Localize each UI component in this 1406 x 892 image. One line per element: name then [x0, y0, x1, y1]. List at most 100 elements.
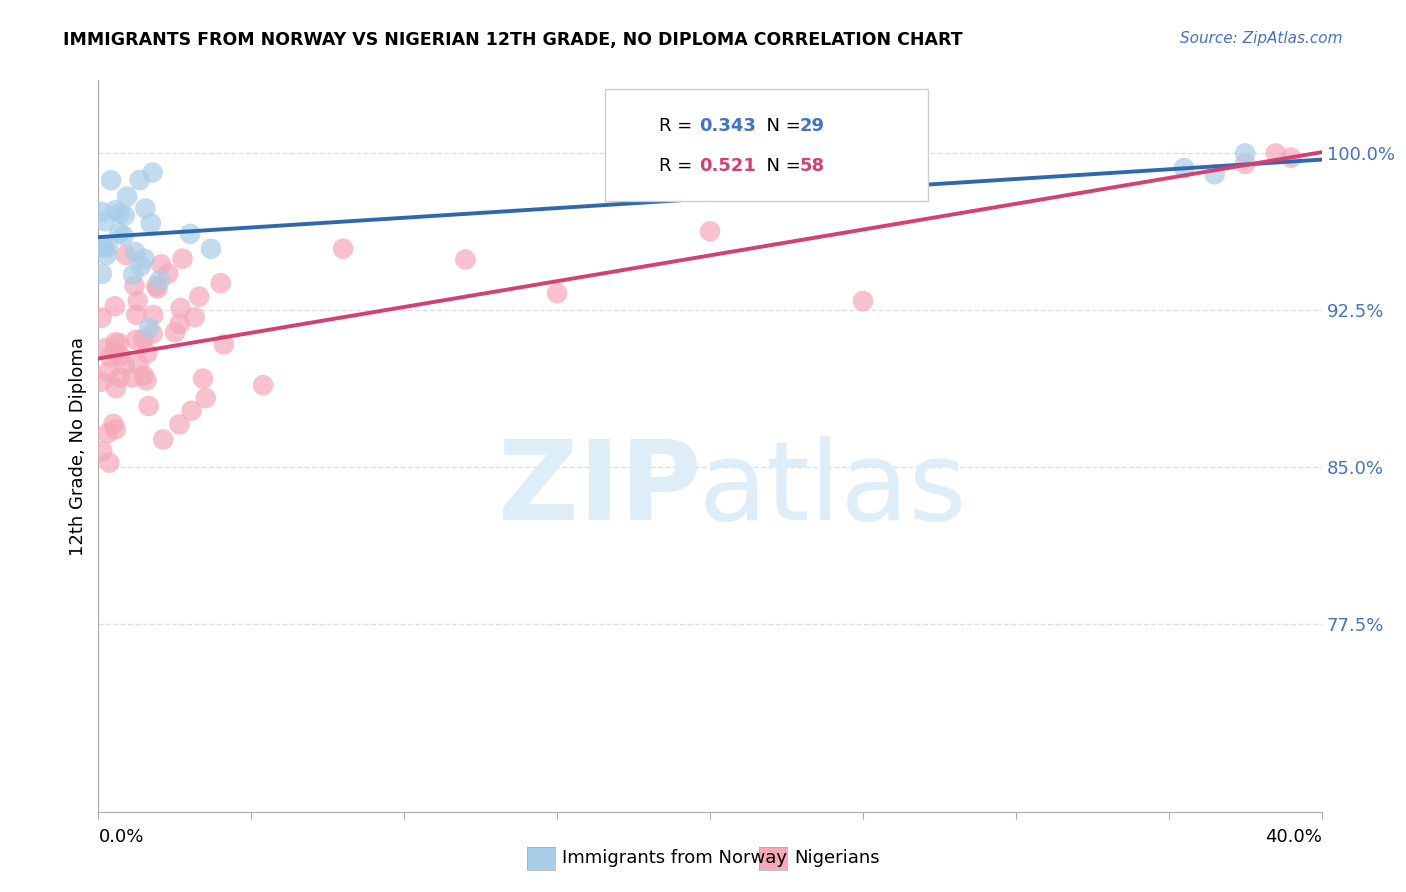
Point	[142, 326, 165, 341]
Text: 0.343: 0.343	[699, 117, 755, 135]
Point	[152, 433, 174, 447]
Point	[194, 391, 217, 405]
Text: R =: R =	[659, 117, 699, 135]
Point	[108, 335, 131, 350]
Y-axis label: 12th Grade, No Diploma: 12th Grade, No Diploma	[69, 336, 87, 556]
Point	[180, 403, 202, 417]
Point	[90, 375, 112, 389]
Point	[112, 228, 135, 243]
Point	[332, 242, 354, 256]
Point	[98, 350, 121, 364]
Point	[146, 281, 169, 295]
Point	[546, 286, 568, 301]
Point	[90, 267, 112, 281]
Text: 29: 29	[800, 117, 825, 135]
Point	[97, 365, 120, 379]
Point	[142, 308, 165, 322]
Point	[169, 301, 191, 315]
Point	[157, 267, 180, 281]
Point	[128, 173, 150, 187]
Point	[183, 310, 205, 325]
Point	[97, 240, 120, 254]
Point	[209, 276, 232, 290]
Text: 40.0%: 40.0%	[1265, 829, 1322, 847]
Text: 0.0%: 0.0%	[98, 829, 143, 847]
Point	[104, 381, 127, 395]
Point	[121, 370, 143, 384]
Point	[90, 205, 112, 219]
Point	[124, 245, 146, 260]
Point	[96, 248, 118, 262]
Point	[94, 342, 117, 356]
Point	[108, 206, 131, 220]
Text: 58: 58	[800, 157, 825, 175]
Point	[128, 357, 150, 371]
Point	[163, 326, 186, 340]
Point	[104, 299, 127, 313]
Point	[98, 456, 121, 470]
Text: N =: N =	[755, 157, 807, 175]
Point	[150, 257, 173, 271]
Point	[114, 358, 136, 372]
Point	[1279, 151, 1302, 165]
Point	[97, 425, 120, 440]
Point	[104, 335, 127, 350]
Point	[1204, 167, 1226, 181]
Point	[454, 252, 477, 267]
Text: Immigrants from Norway: Immigrants from Norway	[562, 849, 787, 867]
Point	[699, 224, 721, 238]
Point	[142, 165, 165, 179]
Point	[200, 242, 222, 256]
Point	[124, 278, 146, 293]
Point	[114, 209, 136, 223]
Point	[138, 321, 160, 335]
Point	[136, 346, 159, 360]
Point	[108, 370, 131, 384]
Point	[1234, 146, 1257, 161]
Point	[132, 332, 155, 346]
Point	[132, 368, 155, 383]
Point	[115, 189, 138, 203]
Point	[129, 259, 152, 273]
Point	[125, 308, 148, 322]
Text: N =: N =	[755, 117, 807, 135]
Point	[91, 444, 114, 458]
Point	[103, 417, 125, 431]
Point	[135, 373, 157, 387]
Text: ZIP: ZIP	[498, 436, 702, 543]
Point	[169, 317, 191, 331]
Text: IMMIGRANTS FROM NORWAY VS NIGERIAN 12TH GRADE, NO DIPLOMA CORRELATION CHART: IMMIGRANTS FROM NORWAY VS NIGERIAN 12TH …	[63, 31, 963, 49]
Point	[104, 203, 127, 218]
Point	[149, 273, 172, 287]
Point	[252, 378, 274, 392]
Point	[94, 214, 117, 228]
Point	[127, 293, 149, 308]
Point	[108, 226, 131, 240]
Point	[122, 268, 145, 282]
Point	[1173, 161, 1195, 175]
Point	[191, 371, 214, 385]
Point	[110, 349, 132, 363]
Point	[139, 216, 162, 230]
Text: Nigerians: Nigerians	[794, 849, 880, 867]
Point	[188, 290, 211, 304]
Text: Source: ZipAtlas.com: Source: ZipAtlas.com	[1180, 31, 1343, 46]
Point	[90, 310, 112, 325]
Point	[852, 294, 875, 309]
Point	[93, 240, 115, 254]
Point	[145, 279, 167, 293]
Point	[1234, 157, 1257, 171]
Point	[90, 239, 112, 253]
Point	[138, 399, 160, 413]
Point	[100, 173, 122, 187]
Text: 0.521: 0.521	[699, 157, 755, 175]
Point	[115, 248, 138, 262]
Point	[125, 333, 148, 347]
Point	[104, 345, 127, 359]
Text: R =: R =	[659, 157, 699, 175]
Text: atlas: atlas	[699, 436, 966, 543]
Point	[169, 417, 191, 432]
Point	[134, 252, 156, 266]
Point	[1264, 146, 1286, 161]
Point	[212, 337, 235, 351]
